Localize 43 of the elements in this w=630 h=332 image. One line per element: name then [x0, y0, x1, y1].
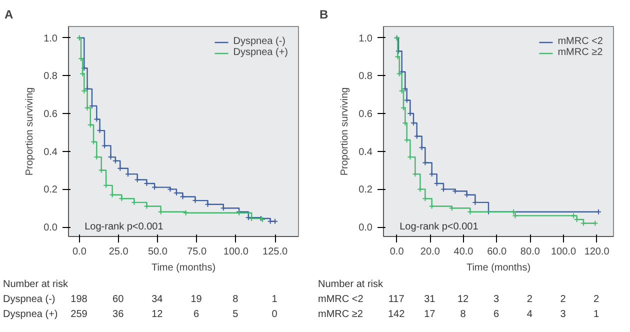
- annotation: Log-rank p<0.001: [400, 221, 479, 232]
- y-tick-label: 0.2: [44, 184, 58, 196]
- chart-title: A: [4, 8, 14, 22]
- x-tick-label: 125.0: [262, 246, 288, 258]
- x-tick-label: 20.0: [420, 246, 440, 258]
- y-axis-title: Proportion surviving: [24, 87, 36, 176]
- y-tick-label: 0.2: [358, 184, 373, 196]
- x-axis-title: Time (months): [151, 262, 216, 274]
- x-tick-label: 0.0: [390, 246, 404, 258]
- y-tick-label: 0.4: [44, 146, 58, 158]
- x-tick-label: 75.0: [187, 246, 207, 258]
- x-tick-label: 80.0: [520, 246, 540, 258]
- y-tick-label: 0.8: [358, 71, 373, 82]
- text: mMRC ≥2 142 17 8 6 4 3 1: [318, 309, 600, 320]
- y-tick-label: 1.0: [44, 33, 58, 44]
- x-axis-title: Time (months): [466, 262, 531, 274]
- legend-label: Dyspnea (-): [233, 36, 286, 47]
- y-tick-label: 0.8: [44, 71, 58, 82]
- text: mMRC <2 117 31 12 3 2 2 2: [318, 294, 600, 305]
- text: Number at risk: [318, 278, 384, 292]
- x-tick-label: 100.0: [223, 246, 249, 258]
- y-tick-label: 0.0: [358, 222, 373, 234]
- y-tick-label: 1.0: [358, 33, 373, 44]
- x-tick-label: 40.0: [454, 246, 474, 258]
- x-tick-label: 50.0: [148, 246, 168, 258]
- x-tick-label: 60.0: [487, 246, 508, 258]
- x-tick-label: 0.0: [72, 246, 87, 258]
- y-tick-label: 0.0: [44, 222, 58, 234]
- legend-label: mMRC ≥2: [558, 47, 603, 58]
- y-tick-label: 0.4: [358, 146, 373, 158]
- annotation: Log-rank p<0.001: [84, 221, 164, 232]
- y-axis-title: Proportion surviving: [340, 87, 351, 176]
- y-tick-label: 0.6: [44, 109, 58, 120]
- y-tick-label: 0.6: [358, 109, 373, 120]
- text: Number at risk: [3, 278, 68, 292]
- legend-label: Dyspnea (+): [233, 47, 288, 58]
- x-tick-label: 100.0: [550, 246, 576, 258]
- x-tick-label: 25.0: [108, 246, 129, 258]
- text: Dyspnea (+) 259 36 12 6 5 0: [3, 309, 278, 320]
- text: Dyspnea (-) 198 60 34 19 8 1: [3, 294, 278, 305]
- legend-label: mMRC <2: [558, 36, 603, 47]
- x-tick-label: 120.0: [584, 246, 610, 258]
- chart-title: B: [320, 8, 328, 22]
